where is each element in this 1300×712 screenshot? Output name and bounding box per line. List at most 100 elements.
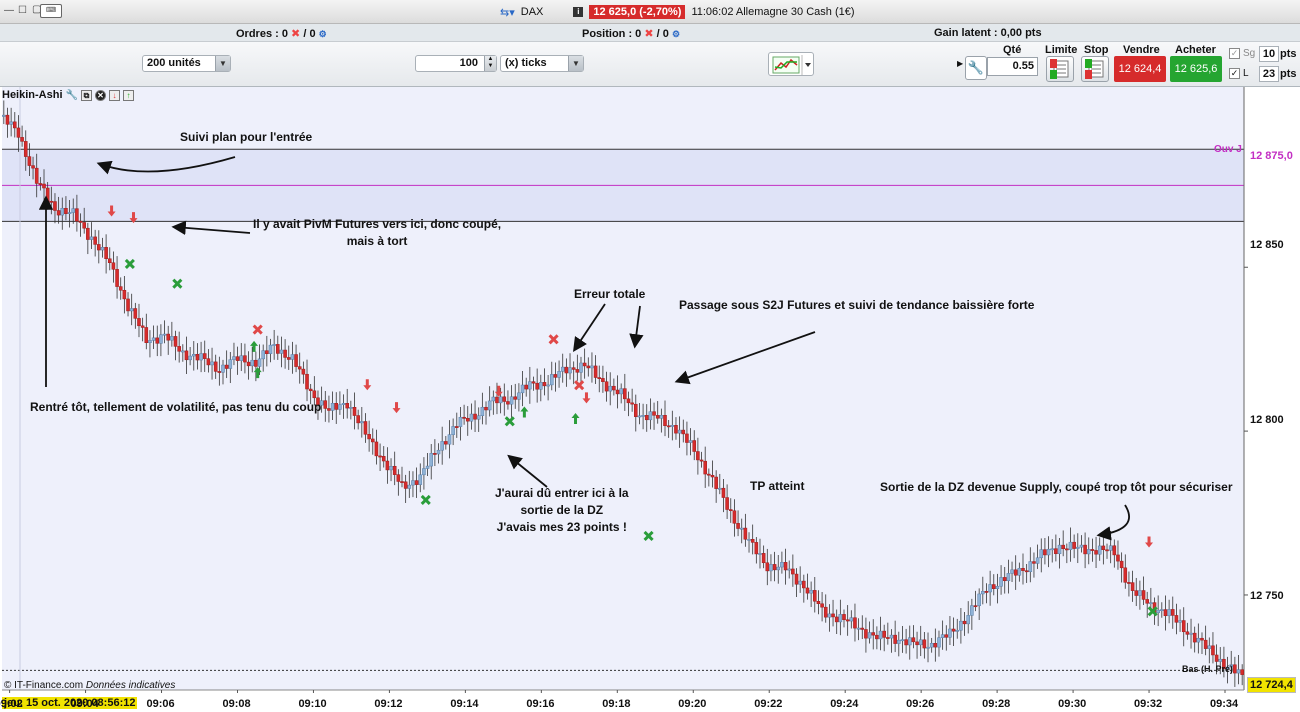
sell-button[interactable]: 12 624,4: [1114, 56, 1166, 82]
price-chart[interactable]: Heikin-Ashi 🔧 ⧉ ✕ ↓ ↑ Ouv J 12 875,0 12 …: [0, 87, 1300, 712]
move-up-icon[interactable]: ↑: [122, 89, 134, 101]
signal-down-arrow: [363, 379, 372, 391]
candle-body: [78, 220, 83, 223]
wrench-icon[interactable]: 🔧: [65, 89, 78, 101]
candle-body: [202, 353, 207, 359]
candle-body: [1200, 637, 1204, 641]
l-checkbox[interactable]: ✓: [1229, 68, 1240, 79]
ticks-value-input[interactable]: 100 ▲ ▼: [415, 55, 497, 72]
chart-type-button[interactable]: [768, 52, 814, 76]
candle-body: [170, 336, 174, 341]
minimize-icon[interactable]: —: [4, 5, 14, 16]
candle-body: [312, 390, 317, 399]
candle-body: [345, 403, 349, 409]
qty-input[interactable]: 0.55: [987, 57, 1038, 76]
candle-body: [188, 355, 192, 361]
candle-body: [546, 384, 550, 387]
candle-body: [23, 141, 28, 157]
candle-body: [688, 440, 693, 443]
link-icon[interactable]: ⇆▾: [500, 6, 515, 19]
candle-body: [604, 381, 609, 392]
candle-body: [338, 404, 342, 410]
keyboard-icon[interactable]: ⌨: [40, 4, 62, 18]
l-points-input[interactable]: 23: [1259, 66, 1279, 82]
candle-body: [1065, 548, 1069, 551]
sg-checkbox[interactable]: ✓: [1229, 48, 1240, 59]
chart-canvas[interactable]: [0, 87, 1300, 712]
candle-body: [1013, 569, 1018, 576]
x-tick-label: 09:06: [146, 698, 175, 710]
wrench-icon[interactable]: 🔧: [965, 56, 987, 80]
candle-body: [1189, 632, 1193, 635]
instrument-name[interactable]: DAX: [520, 6, 544, 18]
candle-body: [82, 222, 86, 229]
candle-body: [918, 639, 923, 646]
candle-body: [16, 127, 21, 138]
stop-order-button[interactable]: [1081, 56, 1109, 82]
candle-body: [9, 121, 13, 125]
x-tick-label: 09:20: [678, 698, 707, 710]
position-status[interactable]: Position : 0 ✖ / 0 ⚙: [582, 28, 681, 40]
candle-body: [254, 359, 258, 367]
candle-body: [528, 381, 532, 390]
info-icon[interactable]: i: [573, 7, 584, 17]
candle-body: [1196, 637, 1201, 643]
signal-cross: [548, 334, 559, 345]
gear-icon[interactable]: ⚙: [671, 29, 681, 39]
candle-body: [820, 603, 824, 608]
candle-body: [564, 366, 569, 374]
move-down-icon[interactable]: ↓: [108, 89, 120, 101]
y-tick-label: 12 750: [1250, 590, 1284, 602]
buy-button[interactable]: 12 625,6: [1170, 56, 1222, 82]
cancel-orders-icon[interactable]: ✖: [291, 28, 301, 40]
ticks-unit-select[interactable]: (x) ticks ▼: [500, 55, 584, 72]
limit-order-button[interactable]: [1046, 56, 1074, 82]
stepper-icon[interactable]: ▲ ▼: [484, 56, 496, 71]
candle-body: [794, 573, 799, 585]
close-position-icon[interactable]: ✖: [644, 28, 654, 40]
annotation-arrow: [96, 156, 236, 175]
x-tick-label: 09:32: [1134, 698, 1163, 710]
annotation-erreur: Erreur totale: [574, 287, 646, 301]
close-icon[interactable]: ✕: [94, 89, 106, 101]
annotation-arrow: [1096, 504, 1130, 541]
chevron-down-icon[interactable]: ▼: [568, 56, 583, 71]
gear-icon[interactable]: ⚙: [318, 29, 327, 39]
candle-body: [378, 455, 382, 458]
candle-body: [265, 350, 269, 354]
orders-status[interactable]: Ordres : 0 ✖ / 0 ⚙: [236, 28, 327, 40]
ouvj-price-label: 12 875,0: [1248, 150, 1295, 162]
units-select[interactable]: 200 unités ▼: [142, 55, 231, 72]
candle-body: [305, 373, 309, 390]
copy-icon[interactable]: ⧉: [80, 89, 92, 101]
candle-body: [1160, 609, 1164, 612]
candle-body: [666, 425, 671, 428]
candle-body: [381, 456, 386, 462]
candle-body: [612, 385, 616, 391]
window-icon[interactable]: ▢: [32, 4, 42, 15]
candle-body: [385, 460, 390, 471]
chevron-down-icon[interactable]: ▼: [215, 56, 230, 71]
candle-body: [783, 562, 788, 571]
l-unit: pts: [1280, 68, 1297, 80]
indicator-title[interactable]: Heikin-Ashi: [2, 89, 63, 101]
restore-icon[interactable]: ☐: [18, 5, 27, 16]
candle-body: [699, 459, 704, 462]
candle-body: [1170, 609, 1175, 616]
signal-up-arrow: [250, 340, 259, 352]
signal-cross: [574, 380, 585, 391]
candle-body: [812, 590, 817, 602]
candle-body: [458, 416, 463, 427]
candle-body: [433, 453, 437, 455]
candle-body: [1178, 620, 1182, 623]
candle-body: [991, 584, 996, 589]
candle-body: [802, 580, 806, 589]
x-tick-label: 09:26: [906, 698, 935, 710]
sg-points-input[interactable]: 10: [1259, 46, 1279, 62]
candle-body: [520, 384, 525, 394]
candle-body: [71, 208, 76, 213]
candle-body: [692, 440, 697, 452]
signal-cross: [643, 530, 654, 542]
expand-icon[interactable]: ▶: [957, 59, 964, 68]
candle-body: [984, 591, 989, 593]
